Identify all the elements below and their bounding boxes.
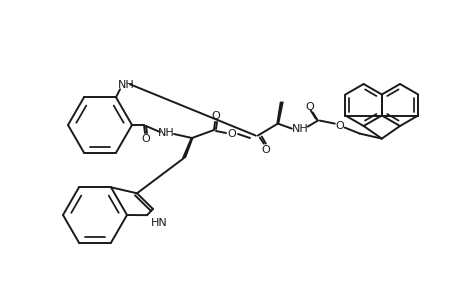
Text: HN: HN	[150, 218, 167, 228]
Text: O: O	[141, 134, 150, 144]
Text: O: O	[305, 102, 313, 112]
Polygon shape	[276, 102, 283, 124]
Text: NH: NH	[118, 80, 134, 90]
Text: O: O	[335, 121, 343, 130]
Text: NH: NH	[291, 124, 308, 134]
Text: O: O	[211, 111, 220, 121]
Text: O: O	[227, 129, 236, 139]
Polygon shape	[182, 138, 193, 158]
Text: O: O	[261, 145, 269, 154]
Text: NH: NH	[157, 128, 174, 138]
